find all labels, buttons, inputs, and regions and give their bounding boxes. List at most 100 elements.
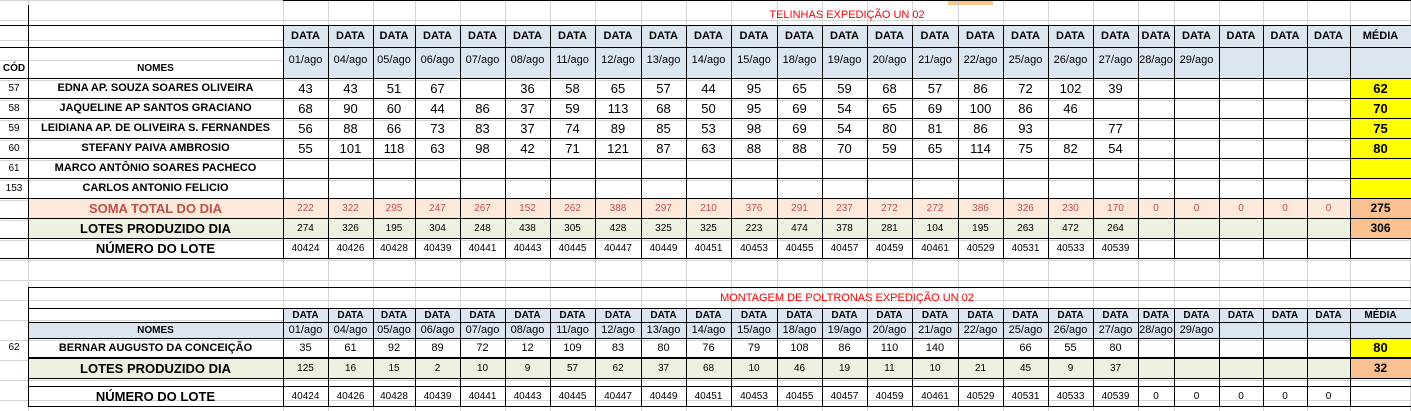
date-header[interactable]: 19/ago: [827, 54, 862, 66]
date-header[interactable]: 28/ago: [1139, 324, 1173, 336]
numero-label[interactable]: NÚMERO DO LOTE: [95, 388, 216, 404]
col-data-header[interactable]: DATA: [604, 309, 632, 321]
value-cell[interactable]: [283, 178, 328, 198]
value-cell[interactable]: 54: [1108, 140, 1123, 156]
value-cell[interactable]: [1307, 118, 1350, 138]
soma-cell[interactable]: 267: [460, 198, 505, 218]
date-header[interactable]: 29/ago: [1179, 54, 1214, 66]
name-cell[interactable]: JAQUELINE AP SANTOS GRACIANO: [59, 102, 252, 114]
value-cell[interactable]: [415, 158, 460, 178]
value-cell[interactable]: [1219, 158, 1263, 178]
value-cell[interactable]: [1219, 138, 1263, 158]
col-data-header[interactable]: DATA: [740, 309, 768, 321]
value-cell[interactable]: [460, 78, 505, 98]
date-header[interactable]: 08/ago: [510, 324, 545, 336]
value-cell[interactable]: 35: [299, 341, 312, 354]
value-cell[interactable]: 80: [882, 120, 897, 136]
numero-cell[interactable]: [1350, 238, 1411, 258]
value-cell[interactable]: [731, 178, 777, 198]
col-data-header[interactable]: DATA: [423, 30, 452, 42]
lotes-cell[interactable]: 10: [460, 358, 505, 378]
value-cell[interactable]: 108: [790, 341, 809, 354]
date-header[interactable]: [1263, 322, 1307, 338]
value-cell[interactable]: [641, 158, 686, 178]
col-data-header[interactable]: DATA: [875, 30, 904, 42]
numero-cell[interactable]: 40439: [423, 242, 452, 254]
date-header[interactable]: 14/ago: [691, 324, 726, 336]
col-data-header[interactable]: DATA: [1226, 30, 1256, 42]
lotes-cell[interactable]: 264: [1093, 218, 1138, 238]
value-cell[interactable]: [1003, 178, 1048, 198]
col-data-header[interactable]: DATA: [603, 30, 633, 42]
soma-cell[interactable]: 326: [1003, 198, 1048, 218]
numero-cell[interactable]: 40443: [513, 242, 542, 254]
lotes-cell[interactable]: 304: [415, 218, 460, 238]
numero-cell[interactable]: 40451: [694, 390, 723, 402]
col-data-header[interactable]: DATA: [1182, 30, 1211, 42]
numero-cell[interactable]: 40428: [380, 390, 408, 402]
numero-cell[interactable]: 40539: [1101, 242, 1130, 254]
col-data-header[interactable]: DATA: [1270, 30, 1300, 42]
numero-cell[interactable]: 40533: [1056, 242, 1085, 254]
value-cell[interactable]: 118: [383, 140, 405, 156]
value-cell[interactable]: [1263, 158, 1307, 178]
value-cell[interactable]: [777, 158, 822, 178]
media-cell[interactable]: 80: [1350, 138, 1411, 158]
value-cell[interactable]: [595, 158, 641, 178]
col-data-header[interactable]: DATA: [739, 30, 769, 42]
lotes-cell[interactable]: 45: [1003, 358, 1048, 378]
value-cell[interactable]: [1048, 158, 1093, 178]
numero-cell[interactable]: 40449: [649, 390, 678, 402]
numero-cell[interactable]: 40539: [1101, 390, 1130, 402]
soma-cell[interactable]: 210: [686, 198, 731, 218]
value-cell[interactable]: 88: [746, 140, 762, 156]
soma-cell[interactable]: 297: [641, 198, 686, 218]
soma-cell[interactable]: 0: [1263, 198, 1307, 218]
value-cell[interactable]: [328, 158, 373, 178]
date-header[interactable]: 22/ago: [963, 54, 998, 66]
col-nomes-header[interactable]: NOMES: [137, 62, 174, 74]
date-header[interactable]: [1219, 322, 1263, 338]
value-cell[interactable]: [1219, 118, 1263, 138]
lotes-cell[interactable]: 325: [686, 218, 731, 238]
value-cell[interactable]: 68: [882, 80, 897, 96]
date-header[interactable]: 05/ago: [377, 54, 411, 66]
date-header[interactable]: 26/ago: [1053, 324, 1088, 336]
date-header[interactable]: 01/ago: [288, 324, 323, 336]
value-cell[interactable]: [777, 178, 822, 198]
lotes-cell[interactable]: 125: [283, 358, 328, 378]
cod-cell[interactable]: 153: [5, 182, 23, 194]
value-cell[interactable]: [505, 178, 550, 198]
value-cell[interactable]: 87: [656, 140, 671, 156]
col-data-header[interactable]: DATA: [337, 309, 364, 321]
lotes-cell[interactable]: 378: [822, 218, 867, 238]
lotes-cell[interactable]: [1219, 218, 1263, 238]
numero-cell[interactable]: [1174, 238, 1219, 258]
value-cell[interactable]: 51: [386, 80, 402, 96]
date-header[interactable]: [1219, 47, 1263, 73]
value-cell[interactable]: [958, 178, 1003, 198]
value-cell[interactable]: [1138, 338, 1174, 357]
value-cell[interactable]: [595, 178, 641, 198]
value-cell[interactable]: 93: [1018, 120, 1033, 136]
value-cell[interactable]: [1138, 98, 1174, 118]
numero-cell[interactable]: 40455: [785, 242, 814, 254]
lotes-cell[interactable]: 15: [373, 358, 415, 378]
value-cell[interactable]: [1093, 178, 1138, 198]
soma-cell[interactable]: 0: [1138, 198, 1174, 218]
col-data-header[interactable]: DATA: [292, 309, 319, 321]
col-data-header[interactable]: DATA: [1315, 309, 1342, 321]
numero-cell[interactable]: 40457: [830, 242, 859, 254]
lotes-cell[interactable]: [1138, 358, 1174, 378]
col-data-header[interactable]: DATA: [424, 309, 451, 321]
numero-cell[interactable]: 0: [1325, 390, 1332, 402]
value-cell[interactable]: 83: [475, 120, 490, 136]
lotes-cell[interactable]: 428: [595, 218, 641, 238]
lotes-cell[interactable]: 274: [283, 218, 328, 238]
value-cell[interactable]: 69: [792, 100, 807, 116]
value-cell[interactable]: 110: [880, 341, 899, 354]
date-header[interactable]: 07/ago: [465, 54, 500, 66]
col-cod-header[interactable]: CÓD: [2, 62, 26, 74]
date-header[interactable]: 06/ago: [420, 54, 455, 66]
value-cell[interactable]: 50: [701, 100, 716, 116]
